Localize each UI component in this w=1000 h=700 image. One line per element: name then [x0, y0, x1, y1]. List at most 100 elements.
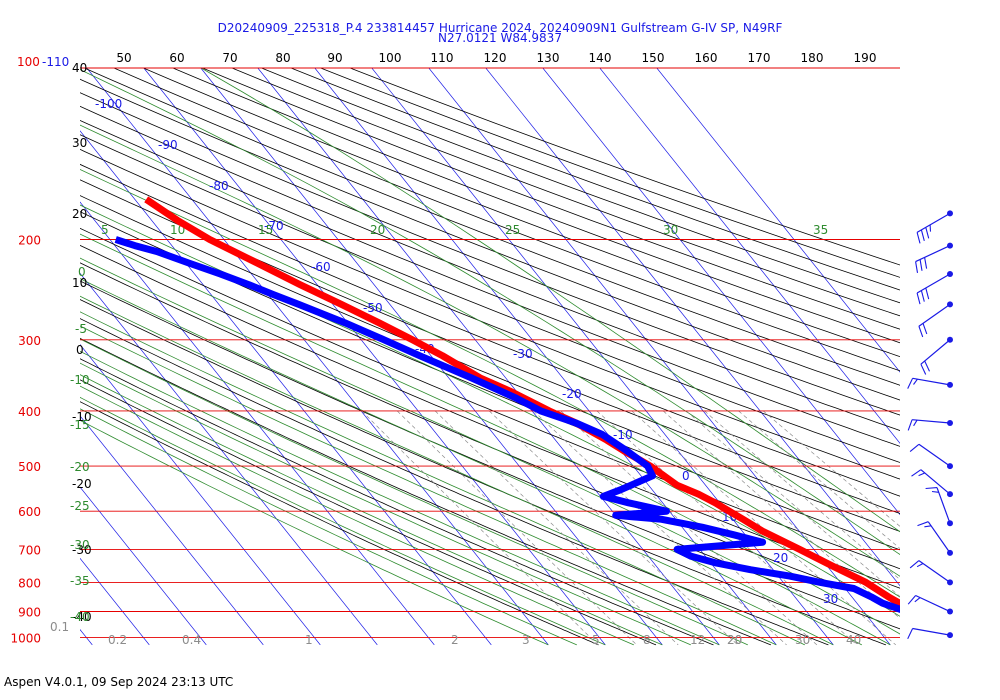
dry-adiabat-line [80, 195, 900, 532]
theta-e-label: 30 [663, 223, 678, 237]
dry-adiabat-line [80, 227, 900, 570]
theta-e-label: 20 [370, 223, 385, 237]
wind-barb-flag [909, 443, 920, 453]
wind-barb-staff [916, 273, 951, 294]
isotherm-line [656, 68, 900, 373]
footer-version: Aspen V4.0.1, 09 Sep 2024 23:13 UTC [4, 675, 234, 689]
wind-barb [907, 594, 953, 615]
wind-barb-flag [924, 525, 932, 528]
wind-barb-staff [912, 627, 951, 636]
theta-e-left-label: -20 [70, 460, 90, 474]
mixing-ratio-line [596, 410, 858, 646]
mixing-ratio-label: 0.4 [182, 633, 201, 647]
wind-barb-flag [922, 323, 928, 335]
altitude-label: -20 [72, 477, 92, 491]
mixing-ratio-line [762, 410, 900, 527]
wind-barb [907, 419, 953, 431]
altitude-label: -30 [72, 543, 92, 557]
dry-adiabat-line [261, 68, 900, 304]
wind-barb [916, 271, 953, 305]
wind-barb-staff [912, 377, 951, 386]
mixing-ratio-line [488, 410, 738, 646]
theta-e-left-label: -15 [70, 418, 90, 432]
theta-e-label: 5 [101, 223, 109, 237]
wind-barb-flag [911, 469, 922, 477]
isotherm-label: -60 [311, 260, 331, 274]
isotherm-label: -90 [158, 138, 178, 152]
moist-adiabat-line [80, 374, 663, 646]
mixing-ratio-label: 20 [727, 633, 742, 647]
isotherm-line [80, 201, 435, 646]
wind-barb-staff [918, 560, 951, 583]
wind-barb-flag [918, 472, 925, 477]
altitude-label: 10 [72, 276, 87, 290]
moist-adiabat-line [80, 295, 834, 646]
dry-adiabat-line [80, 78, 900, 401]
pressure-label: 500 [18, 460, 41, 474]
wind-barb [909, 443, 953, 470]
wind-barb [918, 301, 953, 338]
isotherm-label: -80 [209, 179, 229, 193]
isotherm-line [143, 68, 606, 646]
altitude-label: 40 [72, 61, 87, 75]
wind-barb-flag [916, 292, 921, 305]
isotherm-line [80, 557, 150, 646]
wind-barb-flag [916, 232, 921, 244]
wind-barb-staff [920, 469, 951, 495]
dry-adiabat-line [290, 68, 900, 291]
dry-adiabat-line [80, 211, 900, 551]
theta-e-label: 25 [505, 223, 520, 237]
wind-barb-staff [918, 443, 951, 467]
wind-barb-flag [907, 595, 917, 605]
moist-adiabat-line [200, 68, 900, 533]
wind-barb-flag [920, 363, 927, 375]
isotherm-label: -10 [613, 428, 633, 442]
wind-barb [925, 487, 953, 527]
dry-adiabat-line [84, 68, 900, 386]
isotherm-label: -30 [513, 347, 533, 361]
mixing-ratio-label: 30 [795, 633, 810, 647]
top-scale-label: 110 [431, 51, 454, 65]
wind-barb-flag [920, 290, 925, 302]
dry-adiabat-line [80, 119, 900, 447]
wind-barb-flag [924, 360, 930, 372]
mixing-ratio-label: 0.2 [108, 633, 127, 647]
dry-adiabat-line [80, 148, 900, 480]
dry-adiabat-line [80, 105, 900, 431]
dry-adiabat-line [80, 262, 900, 609]
moist-adiabat-line [80, 419, 549, 646]
wind-barb-staff [936, 487, 951, 524]
moist-adiabat-line [80, 124, 900, 577]
wind-barb-flag [925, 287, 930, 300]
isotherm-line [542, 68, 900, 516]
top-scale-label: 140 [589, 51, 612, 65]
wind-barb-flag [919, 259, 923, 271]
wind-barb [920, 336, 953, 375]
wind-barb-flag [913, 378, 918, 385]
dry-adiabat-line [80, 379, 657, 646]
mixing-ratio-line [434, 410, 679, 646]
wind-barb-flag [907, 378, 914, 389]
isotherm-label: -100 [95, 97, 122, 111]
pressure-label: 900 [18, 606, 41, 620]
theta-e-left-label: -40 [70, 610, 90, 624]
dry-adiabat-line [143, 68, 900, 358]
theta-e-left-label: 0 [78, 265, 86, 279]
top-scale-label: 180 [801, 51, 824, 65]
isotherm-line [200, 68, 663, 646]
mixing-ratio-label: 8 [643, 633, 651, 647]
wind-barb-staff [916, 212, 951, 233]
wind-barb-flag [914, 597, 921, 603]
pressure-label: 800 [18, 576, 41, 590]
isotherm-label: 30 [823, 592, 838, 606]
dry-adiabat-line [80, 134, 900, 463]
dewpoint-profile-line [114, 236, 900, 613]
wind-barb-flag [913, 419, 918, 427]
wind-barb [907, 377, 953, 389]
top-scale-label: 160 [695, 51, 718, 65]
moist-adiabat-line [80, 396, 606, 646]
moist-adiabat-line [80, 325, 777, 646]
wind-barb-flag [925, 227, 930, 239]
isotherm-line [599, 68, 900, 444]
